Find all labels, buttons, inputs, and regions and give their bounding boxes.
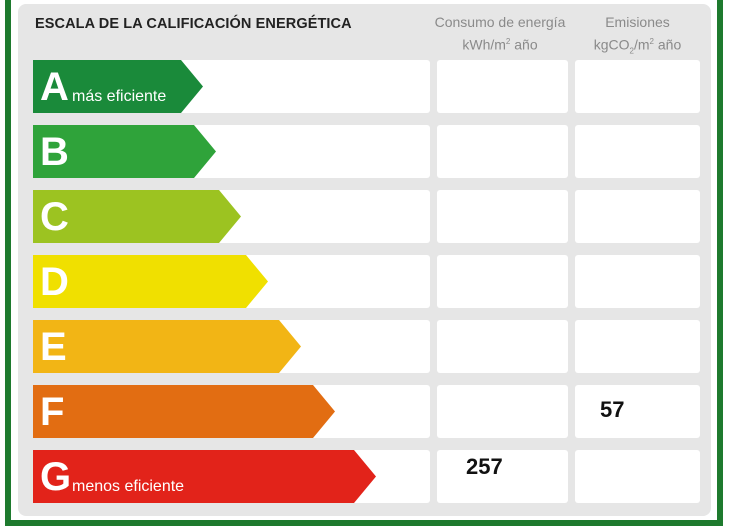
consumption-cell-g: [437, 450, 568, 503]
rating-arrow-b: [33, 125, 216, 178]
emissions-value: 57: [600, 397, 625, 422]
emissions-header-unit: kgCO2/m2 año: [593, 36, 682, 56]
rating-arrow-shape-a: [33, 60, 203, 113]
rating-letter-a: A: [40, 65, 69, 109]
rating-arrow-shape-f: [33, 385, 335, 438]
rating-letter-e: E: [40, 325, 67, 369]
consumption-cell-a: [437, 60, 568, 113]
consumption-header-line1: Consumo de energía: [434, 14, 566, 30]
consumption-value: 257: [466, 454, 503, 479]
rating-arrow-g: [33, 450, 376, 503]
consumption-cell-e: [437, 320, 568, 373]
rating-sublabel-g: menos eficiente: [72, 478, 185, 495]
scale-title: ESCALA DE LA CALIFICACIÓN ENERGÉTICA: [35, 16, 352, 32]
emissions-cell-b: [575, 125, 700, 178]
emissions-cell-c: [575, 190, 700, 243]
rating-letter-g: G: [40, 455, 72, 499]
consumption-header-unit: kWh/m2 año: [462, 36, 538, 53]
rating-arrow-e: [33, 320, 301, 373]
emissions-cell-a: [575, 60, 700, 113]
rating-arrow-shape-d: [33, 255, 268, 308]
consumption-column-header: Consumo de energía kWh/m2 año: [430, 12, 570, 55]
emissions-cell-e: [575, 320, 700, 373]
rating-arrow-c: [33, 190, 241, 243]
consumption-cell-c: [437, 190, 568, 243]
rating-arrow-shape-c: [33, 190, 241, 243]
rating-letter-b: B: [40, 130, 69, 174]
rating-arrow-a: [33, 60, 203, 113]
emissions-header-line1: Emisiones: [605, 14, 670, 30]
consumption-cell-d: [437, 255, 568, 308]
rating-letter-f: F: [40, 390, 65, 434]
rating-arrow-f: [33, 385, 335, 438]
rating-letter-c: C: [40, 195, 69, 239]
rating-sublabel-a: más eficiente: [72, 88, 167, 105]
consumption-cell-f: [437, 385, 568, 438]
emissions-cell-f: [575, 385, 700, 438]
rating-arrow-shape-e: [33, 320, 301, 373]
emissions-column-header: Emisiones kgCO2/m2 año: [570, 12, 705, 61]
rating-arrow-shape-g: [33, 450, 376, 503]
emissions-cell-d: [575, 255, 700, 308]
rating-arrow-d: [33, 255, 268, 308]
rating-letter-d: D: [40, 260, 69, 304]
emissions-cell-g: [575, 450, 700, 503]
consumption-cell-b: [437, 125, 568, 178]
rating-arrow-shape-b: [33, 125, 216, 178]
